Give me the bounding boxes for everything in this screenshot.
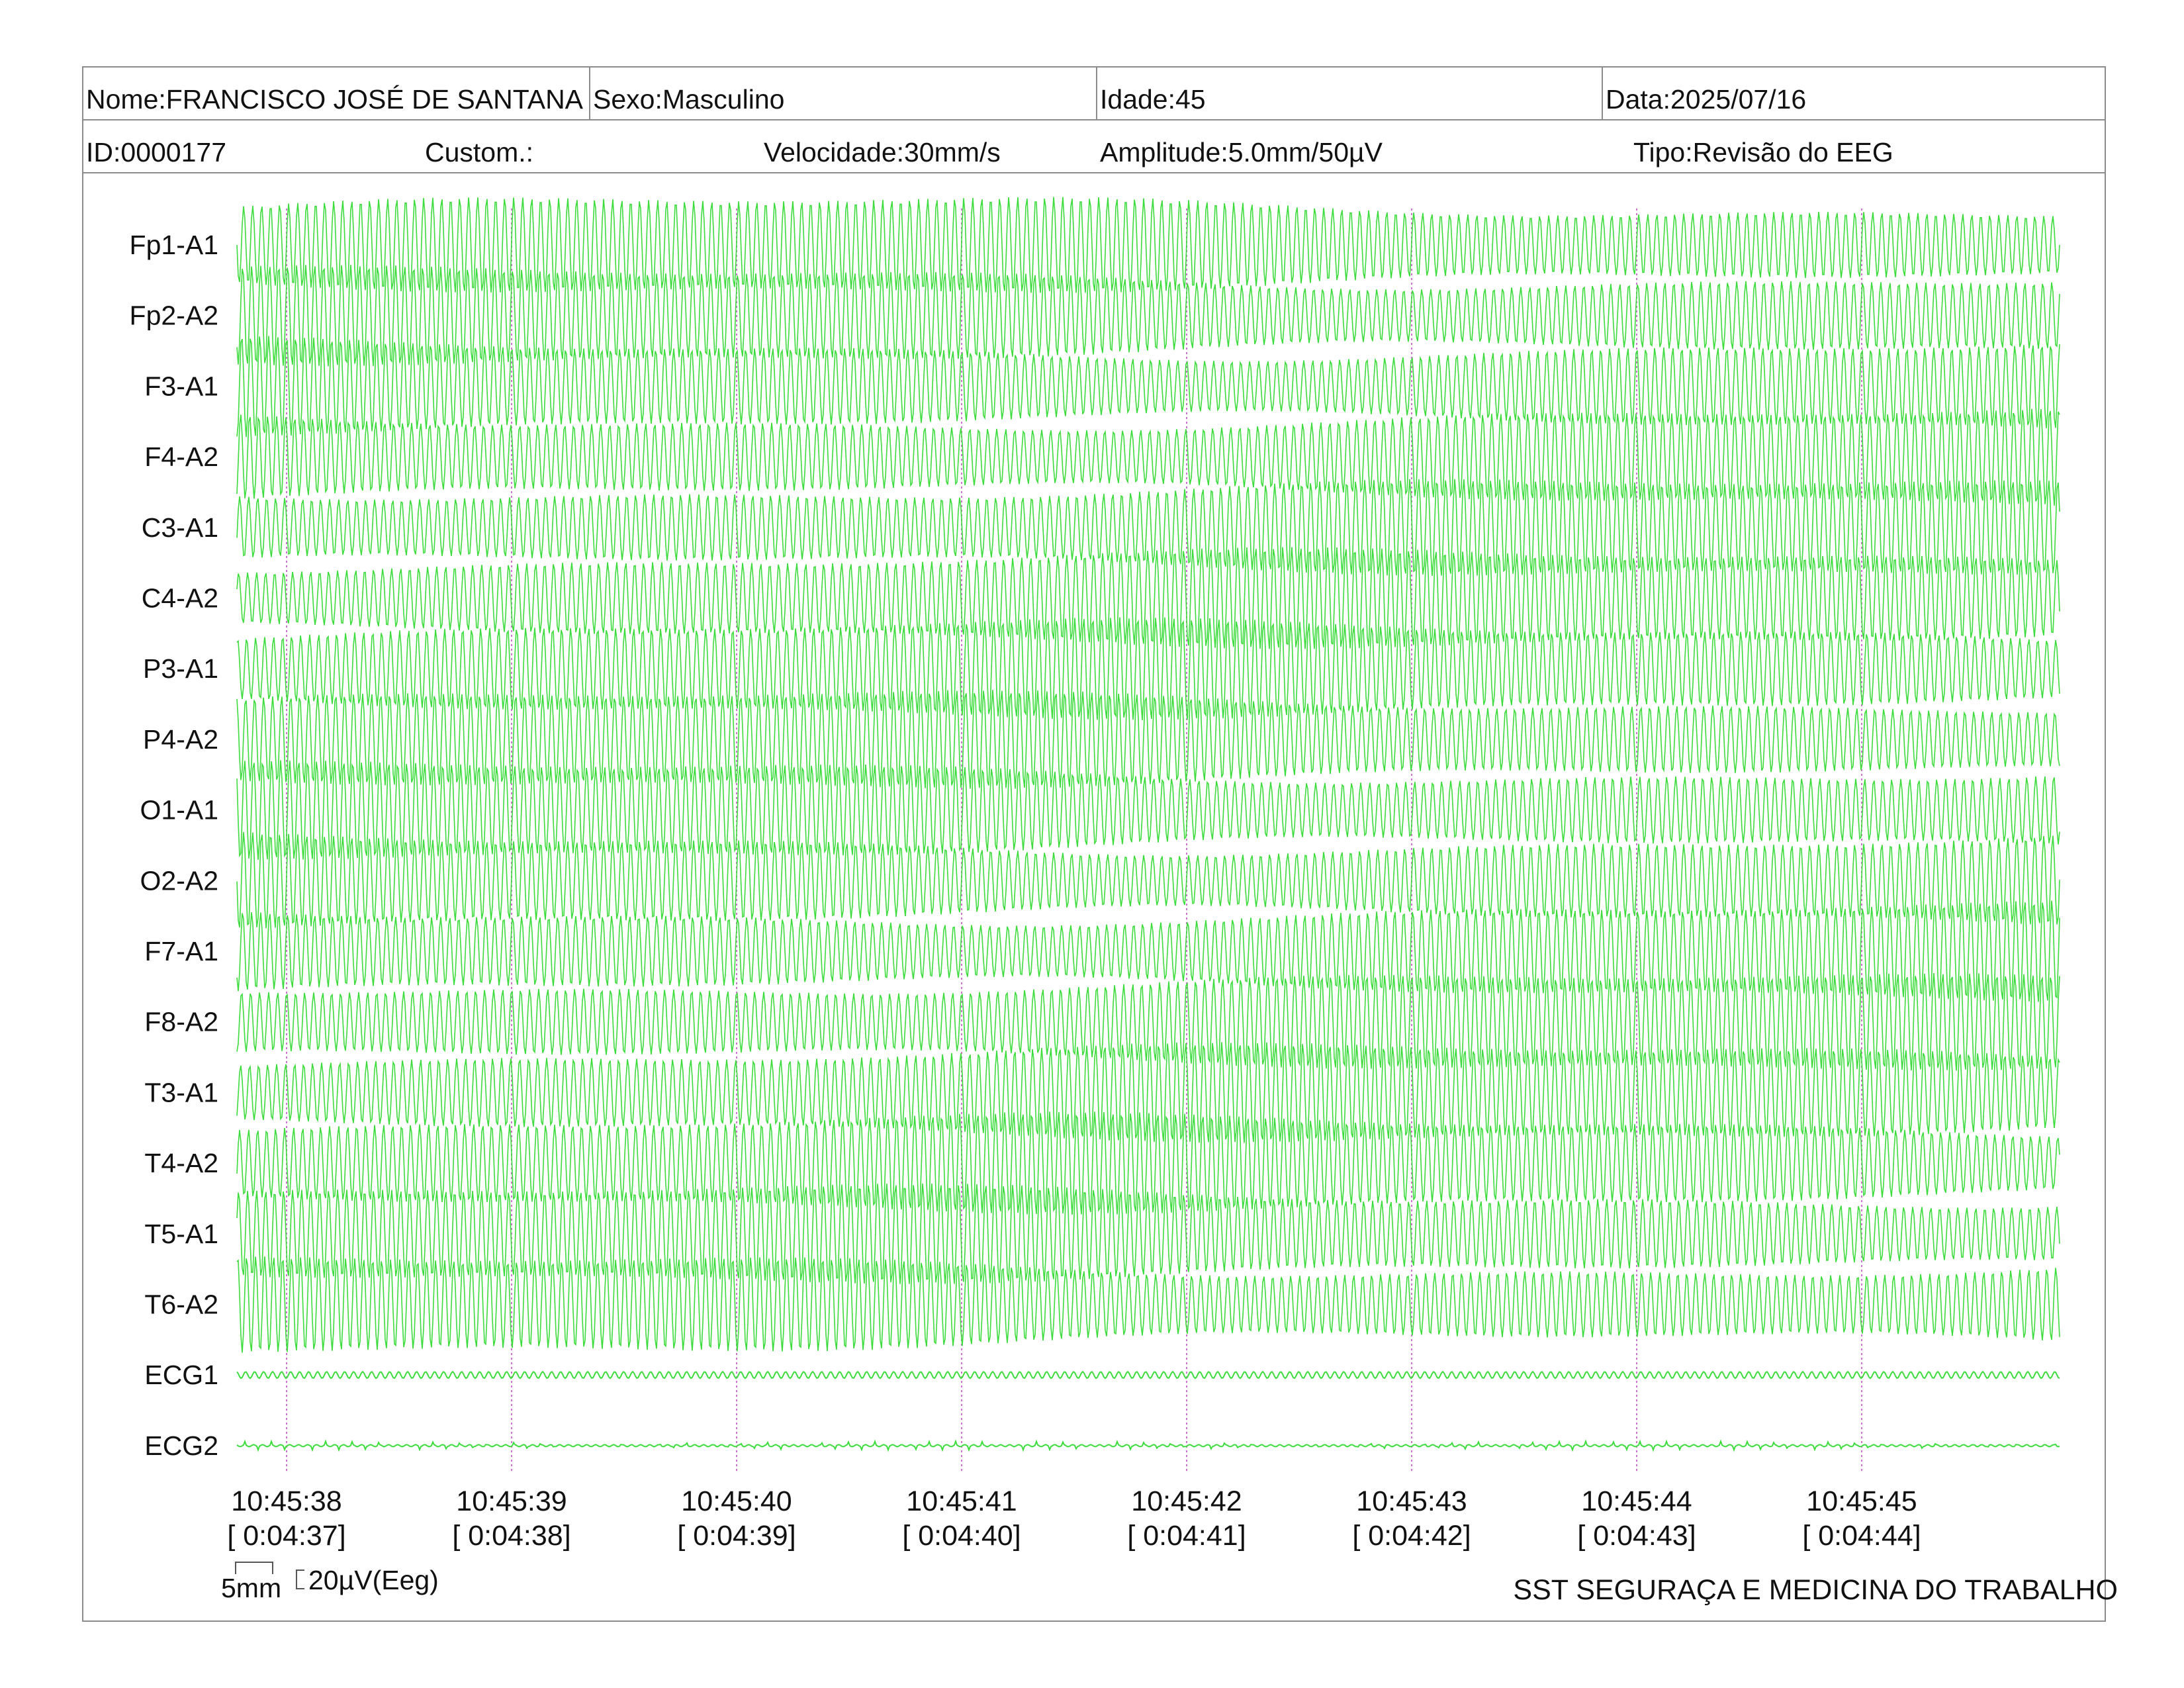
tick-label-elapsed: [ 0:04:37] bbox=[227, 1520, 345, 1552]
trace-t3-a1 bbox=[236, 1042, 2060, 1143]
trace-ecg2 bbox=[236, 1439, 2060, 1452]
recording-speed: Velocidade:30mm/s bbox=[764, 137, 1001, 167]
trace-fp2-a2 bbox=[236, 265, 2060, 367]
tick-label-elapsed: [ 0:04:40] bbox=[902, 1520, 1021, 1552]
channel-labels: Fp1-A1 Fp2-A2 F3-A1 F4-A2 C3-A1 C4-A2 P3-A1 P4-… bbox=[130, 230, 218, 1461]
channel-label-t5-a1: T5-A1 bbox=[144, 1219, 218, 1249]
tick-label-elapsed: [ 0:04:42] bbox=[1352, 1520, 1471, 1552]
tick-label-time: 10:45:39 bbox=[456, 1485, 567, 1517]
patient-age: Idade:45 bbox=[1096, 68, 1600, 119]
tick-label-time: 10:45:41 bbox=[906, 1485, 1017, 1517]
channel-label-p4-a2: P4-A2 bbox=[143, 724, 218, 755]
trace-f4-a2 bbox=[236, 408, 2060, 506]
channel-label-t6-a2: T6-A2 bbox=[144, 1289, 218, 1320]
trace-fp1-a1 bbox=[236, 197, 2060, 293]
trace-ecg1 bbox=[236, 1370, 2060, 1380]
trace-f3-a1 bbox=[236, 336, 2060, 438]
time-axis: 10:45:38[ 0:04:37] 10:45:39[ 0:04:38] 10:4… bbox=[227, 1485, 1921, 1552]
channel-label-c4-a2: C4-A2 bbox=[142, 583, 218, 614]
scale-length-bar bbox=[235, 1562, 273, 1574]
channel-label-ecg2: ECG2 bbox=[144, 1430, 218, 1461]
trace-p3-a1 bbox=[236, 617, 2060, 720]
channel-label-fp1-a1: Fp1-A1 bbox=[130, 230, 218, 260]
tick-label-elapsed: [ 0:04:41] bbox=[1127, 1520, 1246, 1552]
trace-f8-a2 bbox=[236, 973, 2060, 1071]
scale-amplitude-label: 20µV(Eeg) bbox=[308, 1565, 439, 1595]
scale-bar bbox=[235, 1562, 304, 1589]
scale-length-label: 5mm bbox=[221, 1573, 282, 1603]
trace-c4-a2 bbox=[236, 547, 2060, 649]
tick-label-time: 10:45:45 bbox=[1806, 1485, 1917, 1517]
patient-sex: Sexo:Masculino bbox=[589, 68, 1093, 119]
tick-label-elapsed: [ 0:04:43] bbox=[1577, 1520, 1696, 1552]
exam-type: Tipo:Revisão do EEG bbox=[1633, 137, 1893, 167]
scale-amplitude-bar bbox=[296, 1570, 304, 1589]
trace-o1-a1 bbox=[236, 760, 2060, 860]
custom-field: Custom.: bbox=[425, 137, 534, 167]
header-row-recording: ID:0000177 Custom.: Velocidade:30mm/s Am… bbox=[83, 120, 2105, 173]
trace-o2-a2 bbox=[236, 831, 2060, 929]
channel-label-f8-a2: F8-A2 bbox=[144, 1007, 218, 1037]
trace-t6-a2 bbox=[236, 1256, 2060, 1353]
recording-amplitude: Amplitude:5.0mm/50µV bbox=[1100, 137, 1383, 167]
exam-date: Data:2025/07/16 bbox=[1602, 68, 2105, 119]
tick-label-time: 10:45:44 bbox=[1581, 1485, 1692, 1517]
channel-label-f3-a1: F3-A1 bbox=[144, 371, 218, 401]
trace-t4-a2 bbox=[236, 1111, 2060, 1215]
trace-f7-a1 bbox=[236, 900, 2060, 1002]
channel-label-o2-a2: O2-A2 bbox=[140, 865, 219, 896]
channel-label-c3-a1: C3-A1 bbox=[142, 512, 218, 543]
report-frame: Nome:FRANCISCO JOSÉ DE SANTANA Sexo:Masc… bbox=[82, 66, 2106, 1622]
trace-t5-a1 bbox=[236, 1183, 2060, 1284]
channel-label-fp2-a2: Fp2-A2 bbox=[130, 301, 218, 331]
tick-label-elapsed: [ 0:04:44] bbox=[1802, 1520, 1921, 1552]
channel-label-t3-a1: T3-A1 bbox=[144, 1077, 218, 1107]
tick-label-time: 10:45:42 bbox=[1131, 1485, 1242, 1517]
trace-c3-a1 bbox=[236, 479, 2060, 576]
tick-label-time: 10:45:43 bbox=[1356, 1485, 1467, 1517]
tick-label-time: 10:45:38 bbox=[231, 1485, 341, 1517]
channel-label-f4-a2: F4-A2 bbox=[144, 442, 218, 472]
tick-label-time: 10:45:40 bbox=[681, 1485, 792, 1517]
eeg-traces bbox=[236, 197, 2060, 1452]
patient-name: Nome:FRANCISCO JOSÉ DE SANTANA bbox=[86, 84, 584, 115]
header-row-patient: Nome:FRANCISCO JOSÉ DE SANTANA Sexo:Masc… bbox=[83, 68, 2105, 120]
footer-company: SST SEGURAÇA E MEDICINA DO TRABALHO bbox=[1513, 1574, 2118, 1606]
channel-label-p3-a1: P3-A1 bbox=[143, 653, 218, 684]
channel-label-t4-a2: T4-A2 bbox=[144, 1148, 218, 1178]
channel-label-o1-a1: O1-A1 bbox=[140, 795, 219, 825]
channel-label-f7-a1: F7-A1 bbox=[144, 936, 218, 966]
channel-label-ecg1: ECG1 bbox=[144, 1360, 218, 1390]
tick-label-elapsed: [ 0:04:39] bbox=[677, 1520, 796, 1552]
trace-p4-a2 bbox=[236, 690, 2060, 789]
tick-label-elapsed: [ 0:04:38] bbox=[452, 1520, 570, 1552]
patient-id: ID:0000177 bbox=[86, 137, 227, 167]
